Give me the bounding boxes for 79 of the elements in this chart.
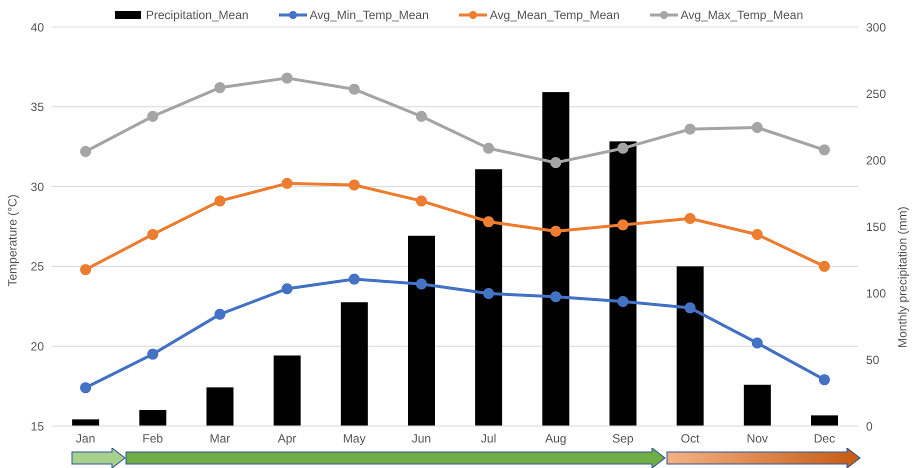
x-tick-label: Aug: [545, 432, 566, 446]
x-tick-label: Jul: [480, 432, 496, 446]
point: [752, 122, 763, 134]
bar: [139, 410, 166, 426]
point: [282, 178, 293, 189]
point: [483, 216, 494, 228]
y2-tick-label: 300: [866, 20, 886, 34]
y-tick-label: 15: [30, 419, 44, 434]
bar: [609, 141, 636, 426]
y2-axis-title: Monthly precipitation (mm): [895, 206, 910, 348]
bar: [206, 387, 234, 426]
y2-tick-label: 250: [866, 86, 886, 101]
point: [416, 195, 427, 206]
x-tick-label: Nov: [746, 432, 768, 446]
point: [348, 84, 360, 95]
point: [752, 338, 763, 349]
bar: [475, 169, 502, 426]
point: [818, 144, 830, 156]
point: [818, 374, 830, 386]
legend-label: Avg_Mean_Temp_Mean: [490, 8, 620, 22]
point: [147, 110, 158, 122]
point: [147, 228, 158, 240]
point: [282, 283, 293, 294]
y2-tick-label: 150: [866, 220, 886, 234]
point: [617, 296, 628, 308]
legend-label: Avg_Min_Temp_Mean: [310, 8, 429, 22]
x-tick-label: Dec: [814, 432, 836, 446]
point: [483, 142, 494, 154]
point: [617, 219, 628, 230]
y-tick-label: 30: [30, 180, 44, 194]
point: [684, 213, 696, 224]
point: [416, 278, 427, 290]
bar: [744, 384, 771, 426]
x-tick-label: Jun: [412, 432, 432, 446]
y-tick-label: 20: [30, 339, 44, 354]
x-tick-label: Apr: [278, 432, 296, 446]
bar: [274, 356, 301, 426]
point: [617, 142, 628, 154]
legend-label: Precipitation_Mean: [146, 8, 249, 22]
y2-tick-label: 0: [866, 419, 873, 434]
x-tick-label: Jan: [76, 432, 96, 446]
point: [550, 157, 562, 168]
point: [348, 180, 360, 191]
bar: [810, 415, 838, 426]
y2-tick-label: 50: [866, 352, 880, 367]
y-tick-label: 40: [30, 20, 44, 34]
point: [818, 260, 830, 272]
x-tick-label: May: [342, 432, 366, 446]
x-tick-label: Oct: [680, 432, 700, 446]
point: [214, 195, 226, 206]
x-tick-label: Feb: [142, 432, 164, 446]
point: [550, 226, 562, 237]
bar: [676, 266, 704, 426]
point: [550, 291, 562, 302]
point: [80, 382, 92, 394]
point: [483, 288, 494, 300]
point: [684, 302, 696, 314]
point: [416, 110, 427, 122]
point: [147, 348, 158, 360]
point: [214, 308, 226, 320]
x-tick-label: Sep: [612, 432, 634, 446]
legend-label: Avg_Max_Temp_Mean: [680, 8, 804, 22]
point: [80, 146, 92, 157]
point: [752, 228, 763, 240]
y-tick-label: 35: [30, 100, 44, 114]
bar: [340, 302, 368, 426]
point: [214, 82, 226, 94]
y-axis-title: Temperature (°C): [5, 194, 20, 286]
point: [80, 264, 92, 276]
bar: [542, 92, 570, 426]
point: [282, 72, 293, 84]
y2-tick-label: 200: [866, 153, 886, 168]
bar: [72, 419, 100, 426]
point: [684, 124, 696, 135]
x-tick-label: Mar: [210, 432, 230, 446]
bar: [408, 236, 435, 426]
y2-tick-label: 100: [866, 286, 886, 300]
y-tick-label: 25: [30, 260, 44, 274]
point: [348, 274, 360, 285]
